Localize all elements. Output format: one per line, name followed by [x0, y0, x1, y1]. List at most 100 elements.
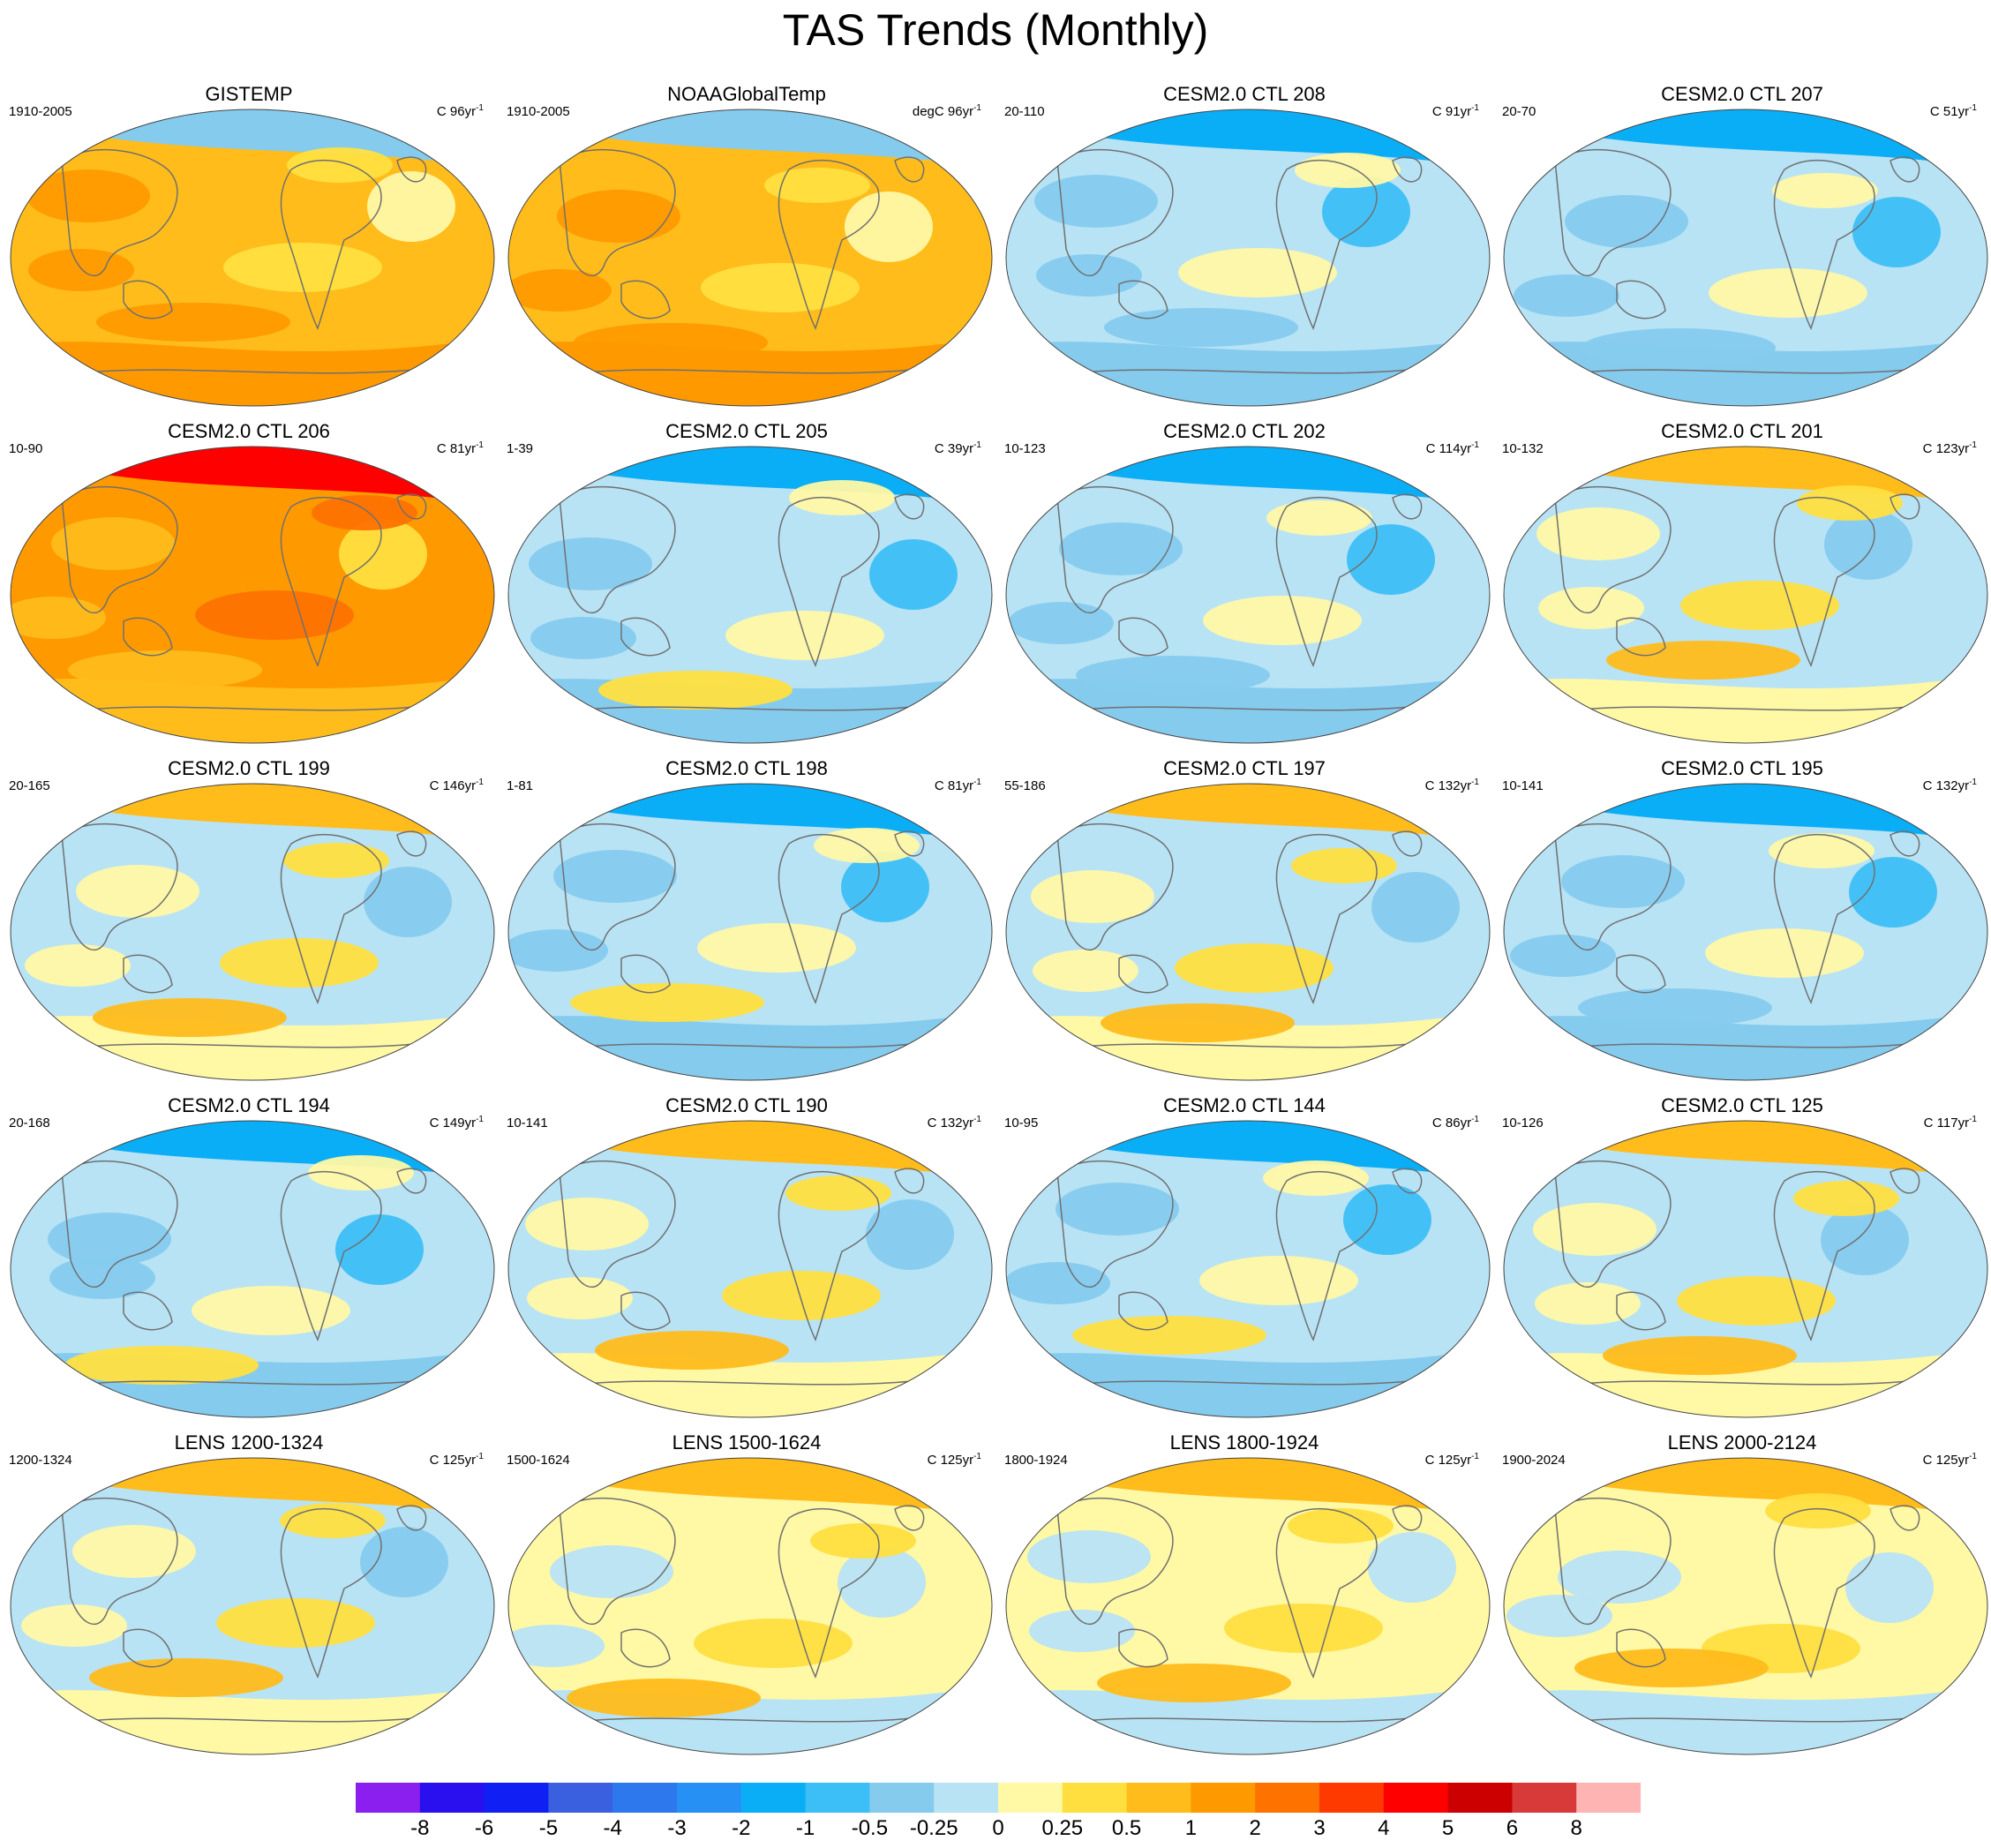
panel-units: C 132yr-1 — [1923, 775, 1977, 794]
map-panel: CESM2.0 CTL 208 20-110 C 91yr-1 — [996, 81, 1493, 408]
world-map — [10, 1120, 495, 1418]
colorbar-swatch — [1383, 1783, 1449, 1813]
map-panel: CESM2.0 CTL 190 10-141 C 132yr-1 — [498, 1093, 996, 1419]
colorbar — [356, 1783, 1641, 1813]
colorbar-tick-label: 6 — [1506, 1816, 1519, 1840]
map-panel: CESM2.0 CTL 125 10-126 C 117yr-1 — [1493, 1093, 1991, 1419]
panel-units: C 81yr-1 — [437, 438, 484, 457]
panel-title: CESM2.0 CTL 198 — [665, 757, 828, 779]
units-exponent: -1 — [476, 1452, 484, 1461]
panel-period: 10-141 — [507, 1116, 548, 1131]
panel-units: C 125yr-1 — [430, 1449, 484, 1469]
colorbar-tick-label: -3 — [667, 1816, 687, 1840]
units-exponent: -1 — [1471, 1452, 1479, 1461]
panel-period: 10-90 — [9, 441, 43, 456]
panel-period: 10-141 — [1502, 778, 1544, 793]
panel-title: CESM2.0 CTL 144 — [1163, 1094, 1326, 1116]
colorbar-tick-label: 0.25 — [1041, 1816, 1084, 1840]
panel-units: C 132yr-1 — [928, 1112, 981, 1131]
world-map — [1503, 1120, 1988, 1418]
colorbar-swatch — [1319, 1783, 1385, 1813]
units-exponent: -1 — [973, 778, 981, 787]
panel-title: CESM2.0 CTL 190 — [665, 1094, 828, 1116]
units-text: C 39yr — [934, 441, 974, 456]
units-text: C 81yr — [436, 441, 477, 456]
colorbar-swatch — [484, 1783, 549, 1813]
map-panel: CESM2.0 CTL 199 20-165 C 146yr-1 — [0, 755, 498, 1082]
colorbar-swatch — [677, 1783, 742, 1813]
colorbar-swatch — [1576, 1783, 1641, 1813]
world-map — [1503, 109, 1988, 407]
panel-period: 1910-2005 — [9, 104, 72, 119]
map-panel: LENS 1800-1924 1800-1924 C 125yr-1 — [996, 1430, 1493, 1756]
units-exponent: -1 — [476, 778, 484, 787]
colorbar-tick-label: -4 — [603, 1816, 622, 1840]
colorbar-tick-label: 4 — [1378, 1816, 1390, 1840]
colorbar-tick-label: 8 — [1570, 1816, 1582, 1840]
panel-period: 55-186 — [1004, 778, 1046, 793]
units-exponent: -1 — [1471, 440, 1479, 450]
map-panel: CESM2.0 CTL 197 55-186 C 132yr-1 — [996, 755, 1493, 1082]
panel-period: 20-168 — [9, 1116, 50, 1131]
world-map — [1005, 783, 1491, 1081]
colorbar-swatch — [419, 1783, 485, 1813]
units-exponent: -1 — [973, 1452, 981, 1461]
colorbar-tick-label: -1 — [795, 1816, 815, 1840]
units-text: C 125yr — [927, 1453, 974, 1468]
panel-units: C 114yr-1 — [1426, 438, 1479, 457]
units-exponent: -1 — [1471, 103, 1479, 113]
units-exponent: -1 — [973, 103, 981, 113]
colorbar-swatch — [1512, 1783, 1577, 1813]
map-panel: CESM2.0 CTL 201 10-132 C 123yr-1 — [1493, 418, 1991, 745]
world-map — [507, 783, 993, 1081]
world-map — [1005, 1457, 1491, 1755]
colorbar-swatch — [548, 1783, 613, 1813]
units-exponent: -1 — [1969, 1115, 1977, 1124]
panel-units: C 117yr-1 — [1924, 1112, 1977, 1131]
panel-period: 1910-2005 — [507, 104, 570, 119]
panel-period: 1500-1624 — [507, 1453, 570, 1468]
panel-units: C 51yr-1 — [1930, 101, 1977, 120]
colorbar-tick-label: 0 — [992, 1816, 1004, 1840]
map-panel: CESM2.0 CTL 206 10-90 C 81yr-1 — [0, 418, 498, 745]
world-map — [10, 109, 495, 407]
map-panel: LENS 1200-1324 1200-1324 C 125yr-1 — [0, 1430, 498, 1756]
colorbar-tick-label: -8 — [410, 1816, 430, 1840]
panel-units: C 125yr-1 — [1923, 1449, 1977, 1469]
panel-units: degC 96yr-1 — [913, 101, 981, 120]
colorbar-swatch — [612, 1783, 678, 1813]
panel-title: GISTEMP — [205, 83, 293, 105]
panel-title: CESM2.0 CTL 199 — [168, 757, 330, 779]
world-map — [1503, 1457, 1988, 1755]
units-text: C 125yr — [1922, 1453, 1970, 1468]
panel-period: 1-81 — [507, 778, 534, 793]
world-map — [1503, 783, 1988, 1081]
units-text: C 96yr — [436, 104, 477, 119]
panel-units: C 91yr-1 — [1432, 101, 1479, 120]
panel-title: CESM2.0 CTL 195 — [1661, 757, 1823, 779]
units-text: C 123yr — [1922, 441, 1970, 456]
panel-title: CESM2.0 CTL 208 — [1163, 83, 1326, 105]
panel-period: 1200-1324 — [9, 1453, 72, 1468]
panel-period: 20-70 — [1502, 104, 1536, 119]
units-text: C 132yr — [1922, 778, 1970, 793]
colorbar-swatch — [1255, 1783, 1320, 1813]
colorbar-tick-label: 2 — [1249, 1816, 1261, 1840]
panel-period: 20-110 — [1004, 104, 1045, 119]
panel-title: LENS 2000-2124 — [1667, 1431, 1817, 1454]
colorbar-swatch — [740, 1783, 807, 1813]
colorbar-tick-label: -5 — [538, 1816, 559, 1840]
units-exponent: -1 — [1471, 1115, 1479, 1124]
world-map — [1005, 446, 1491, 744]
panel-period: 10-95 — [1004, 1116, 1039, 1131]
units-text: C 51yr — [1929, 104, 1970, 119]
world-map — [10, 783, 495, 1081]
units-exponent: -1 — [476, 1115, 484, 1124]
panel-grid: GISTEMP 1910-2005 C 96yr-1 NOAAGlobalTemp 19… — [0, 81, 1991, 1756]
panel-units: C 149yr-1 — [430, 1112, 484, 1131]
panel-title: CESM2.0 CTL 201 — [1661, 420, 1823, 442]
map-panel: LENS 2000-2124 1900-2024 C 125yr-1 — [1493, 1430, 1991, 1756]
units-exponent: -1 — [973, 1115, 981, 1124]
panel-period: 1-39 — [507, 441, 534, 456]
panel-title: CESM2.0 CTL 194 — [168, 1094, 330, 1116]
